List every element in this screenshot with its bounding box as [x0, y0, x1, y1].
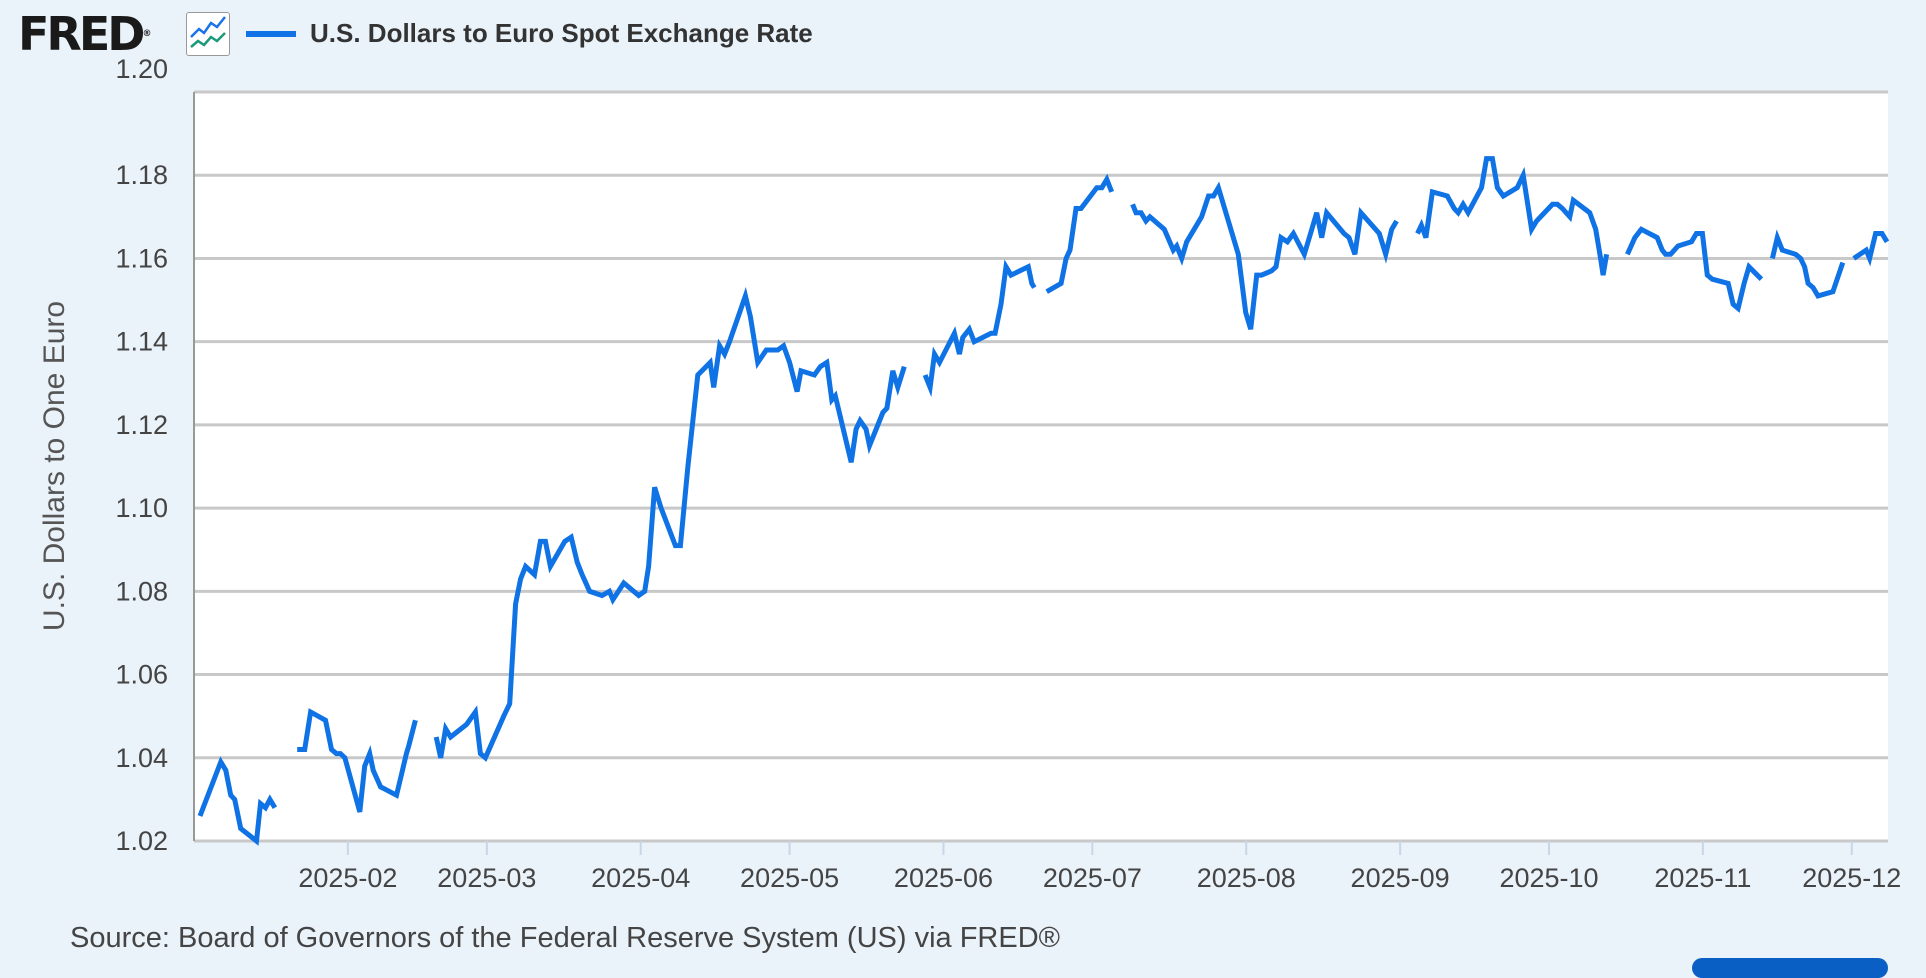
y-tick-label: 1.10 — [115, 493, 168, 523]
series-line-segment — [1625, 226, 1764, 313]
x-tick-label: 2025-12 — [1802, 863, 1901, 893]
series-line-segment — [1852, 231, 1890, 267]
series-line-segment — [1415, 156, 1610, 276]
x-tick-label: 2025-06 — [894, 863, 993, 893]
y-tick-label: 1.04 — [115, 743, 168, 773]
legend-label: U.S. Dollars to Euro Spot Exchange Rate — [310, 18, 813, 48]
y-tick-label: 1.06 — [115, 660, 168, 690]
x-tick-label: 2025-05 — [740, 863, 839, 893]
x-tick-label: 2025-02 — [298, 863, 397, 893]
source-note: Source: Board of Governors of the Federa… — [70, 922, 1061, 954]
logo-text: FRED — [18, 7, 145, 61]
x-tick-label: 2025-07 — [1043, 863, 1142, 893]
series-line-segment — [922, 259, 1037, 398]
series-line-segment — [197, 756, 278, 846]
x-tick-label: 2025-11 — [1654, 863, 1751, 893]
series-line-segment — [433, 287, 907, 762]
y-tick-label: 1.08 — [115, 576, 168, 606]
fred-logo[interactable]: FRED® — [18, 10, 151, 58]
chart-line-icon — [186, 12, 230, 56]
legend-swatch — [246, 30, 296, 37]
series-line-segment — [1045, 173, 1115, 294]
y-axis-title: U.S. Dollars to One Euro — [38, 301, 71, 631]
logo-registered-mark: ® — [142, 29, 152, 39]
x-tick-label: 2025-08 — [1197, 863, 1296, 893]
y-tick-label: 1.14 — [115, 327, 168, 357]
x-tick-label: 2025-09 — [1351, 863, 1450, 893]
series-line-segment — [1769, 229, 1846, 299]
series-line-segment — [297, 708, 418, 813]
series-line-segment — [1130, 181, 1399, 330]
y-tick-label: 1.18 — [115, 160, 168, 190]
x-tick-label: 2025-10 — [1499, 863, 1598, 893]
y-tick-label: 1.16 — [115, 243, 168, 273]
download-button[interactable] — [1692, 958, 1888, 978]
y-tick-label: 1.12 — [115, 410, 168, 440]
chart-legend: U.S. Dollars to Euro Spot Exchange Rate — [246, 18, 813, 49]
y-tick-label: 1.20 — [115, 54, 168, 84]
x-tick-label: 2025-04 — [591, 863, 690, 893]
y-tick-label: 1.02 — [115, 826, 168, 856]
x-tick-label: 2025-03 — [437, 863, 536, 893]
